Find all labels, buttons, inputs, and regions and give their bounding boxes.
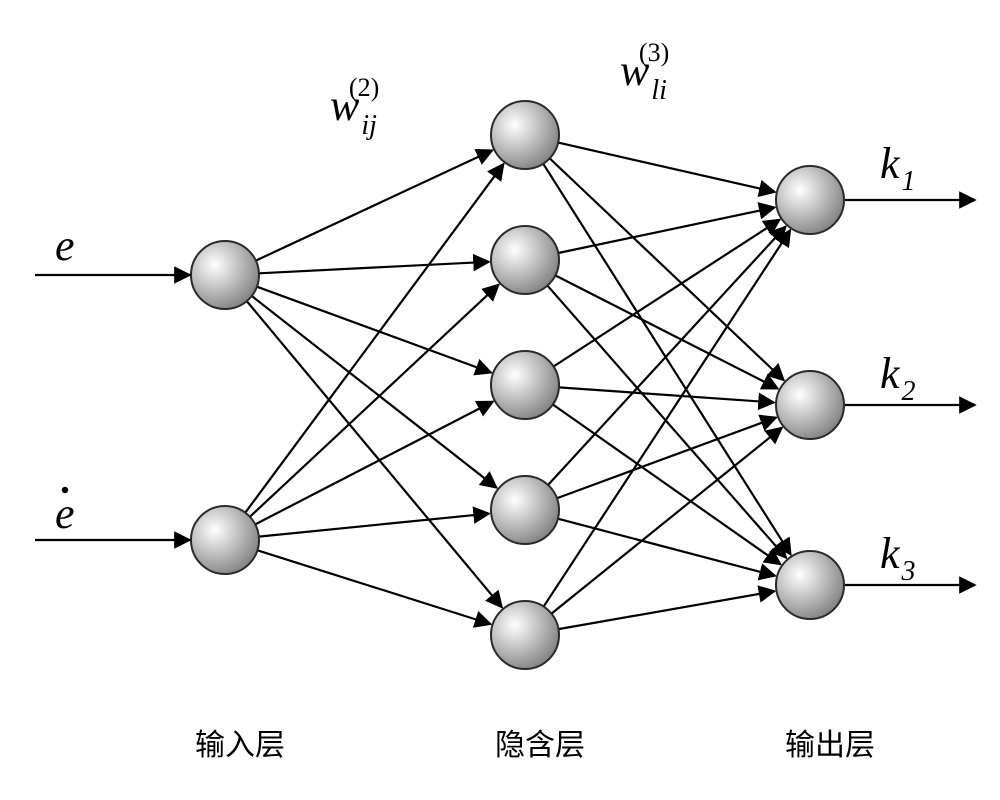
hidden-node-4: [491, 601, 559, 669]
output-label-k2: k2: [880, 349, 916, 407]
edge: [548, 227, 786, 485]
edge: [255, 402, 493, 525]
edge: [259, 514, 489, 537]
edge: [558, 591, 774, 629]
hidden-node-3: [491, 476, 559, 544]
edge: [558, 207, 775, 253]
input-label-edot: e: [55, 489, 75, 538]
output-layer-label: 输出层: [785, 729, 875, 762]
input-node-0: [191, 241, 259, 309]
edot-dot: [62, 487, 68, 493]
edge: [259, 262, 489, 274]
output-label-k3: k3: [880, 529, 916, 587]
edge: [252, 296, 497, 488]
edge: [544, 230, 791, 606]
input-layer-label: 输入层: [195, 729, 285, 762]
hidden-node-0: [491, 101, 559, 169]
edge: [245, 164, 503, 513]
edge: [558, 143, 775, 192]
edge: [247, 301, 502, 607]
output-node-1: [776, 371, 844, 439]
neural-network-diagram: 输入层 隐含层 输出层 e e wij(2) wli(3) k1 k2 k3: [0, 0, 1000, 800]
hidden-node-2: [491, 351, 559, 419]
weight-label-w2: wij(2): [330, 73, 379, 141]
edge: [256, 150, 493, 260]
output-node-2: [776, 551, 844, 619]
edge: [257, 287, 491, 373]
edge: [543, 164, 791, 555]
edge: [547, 286, 786, 558]
edge: [250, 285, 499, 517]
edge: [257, 550, 490, 624]
edge: [551, 428, 782, 614]
output-node-0: [776, 166, 844, 234]
input-node-1: [191, 506, 259, 574]
edge: [559, 387, 774, 402]
hidden-layer-label: 隐含层: [495, 729, 585, 762]
input-label-e: e: [55, 221, 75, 270]
weight-label-w3: wli(3): [620, 38, 669, 106]
hidden-node-1: [491, 226, 559, 294]
output-label-k1: k1: [880, 139, 916, 197]
edge: [558, 519, 775, 576]
